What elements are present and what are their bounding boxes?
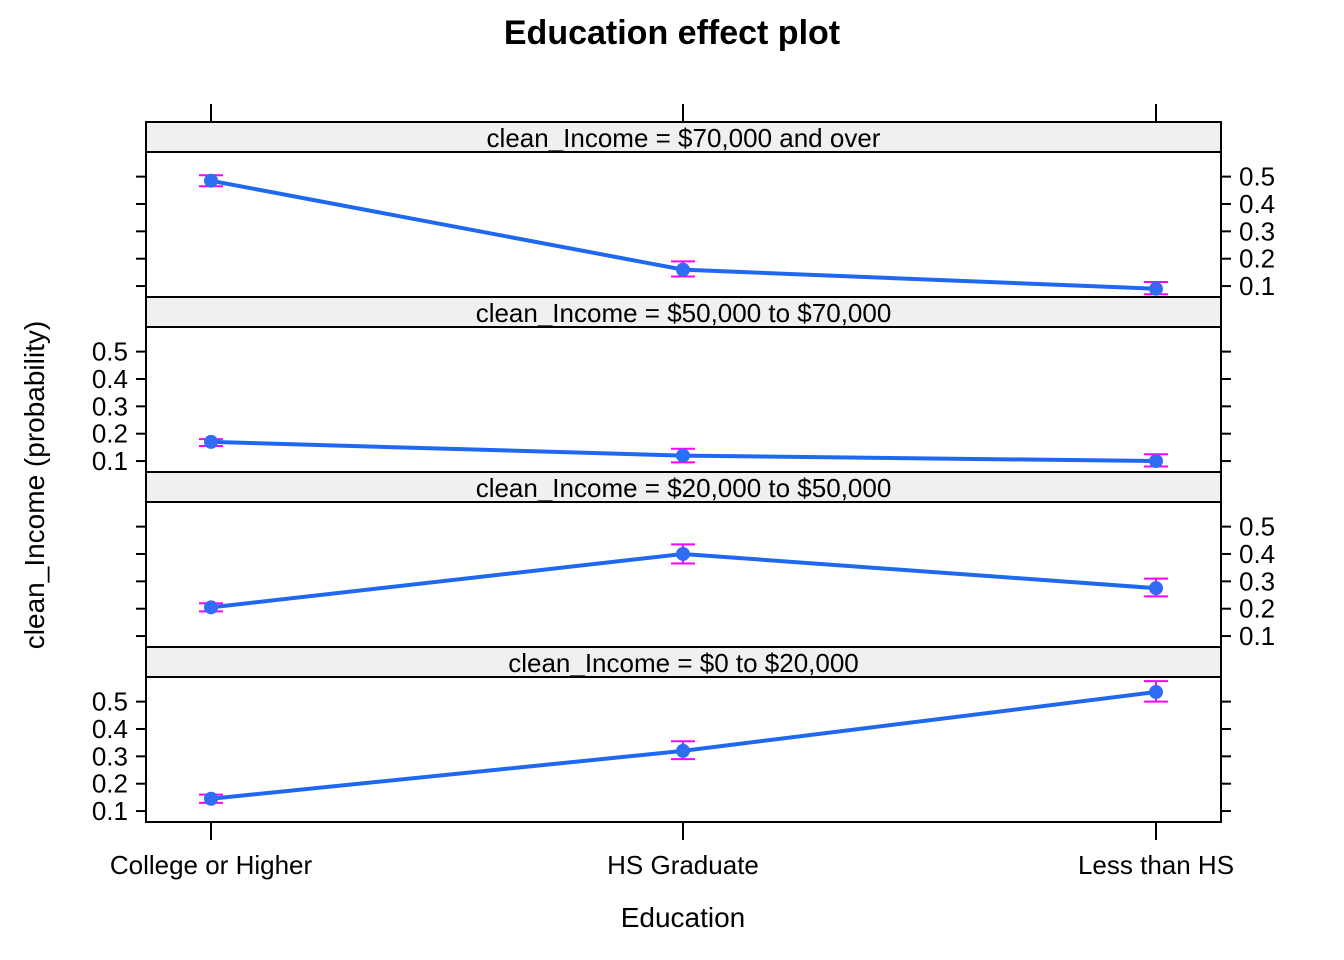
data-point [676, 448, 690, 463]
panel-strip [145, 121, 1222, 153]
panel-strip [145, 646, 1222, 678]
y-tick-label: 0.2 [92, 769, 128, 799]
panel-frame [145, 501, 1222, 648]
data-point [204, 434, 218, 449]
y-axis-label: clean_Income (probability) [19, 321, 50, 649]
x-tick-label: HS Graduate [607, 850, 759, 880]
panel-strip-label: clean_Income = $50,000 to $70,000 [476, 298, 892, 328]
x-tick-label: Less than HS [1078, 850, 1234, 880]
y-tick-label: 0.3 [92, 741, 128, 771]
y-tick-label: 0.1 [1239, 621, 1275, 651]
data-point [1149, 454, 1163, 469]
data-point [676, 546, 690, 561]
data-point [676, 743, 690, 758]
y-tick-label: 0.1 [92, 446, 128, 476]
y-tick-label: 0.3 [1239, 216, 1275, 246]
y-tick-label: 0.2 [1239, 244, 1275, 274]
x-tick-label: College or Higher [110, 850, 313, 880]
data-point [1149, 581, 1163, 596]
y-tick-label: 0.1 [92, 796, 128, 826]
panel-strip-label: clean_Income = $0 to $20,000 [508, 648, 859, 678]
y-tick-label: 0.5 [1239, 162, 1275, 192]
panel-strip [145, 296, 1222, 328]
y-tick-label: 0.4 [92, 714, 128, 744]
y-tick-label: 0.4 [1239, 189, 1275, 219]
y-tick-label: 0.1 [1239, 271, 1275, 301]
x-axis-label: Education [621, 902, 746, 933]
panel-strip-label: clean_Income = $70,000 and over [487, 123, 881, 153]
y-tick-label: 0.3 [1239, 566, 1275, 596]
data-point [1149, 685, 1163, 700]
chart-title: Education effect plot [504, 14, 840, 52]
data-point [1149, 281, 1163, 296]
y-tick-label: 0.4 [1239, 539, 1275, 569]
y-tick-label: 0.3 [92, 391, 128, 421]
y-tick-label: 0.5 [92, 687, 128, 717]
data-point [204, 173, 218, 188]
data-point [204, 600, 218, 615]
data-point [676, 262, 690, 277]
data-point [204, 791, 218, 806]
y-tick-label: 0.5 [1239, 512, 1275, 542]
y-tick-label: 0.2 [92, 419, 128, 449]
panel-strip-label: clean_Income = $20,000 to $50,000 [476, 473, 892, 503]
plot-area: clean_Income = $70,000 and over0.10.20.3… [92, 104, 1275, 880]
y-tick-label: 0.4 [92, 364, 128, 394]
y-tick-label: 0.5 [92, 337, 128, 367]
y-tick-label: 0.2 [1239, 594, 1275, 624]
panel-strip [145, 471, 1222, 503]
